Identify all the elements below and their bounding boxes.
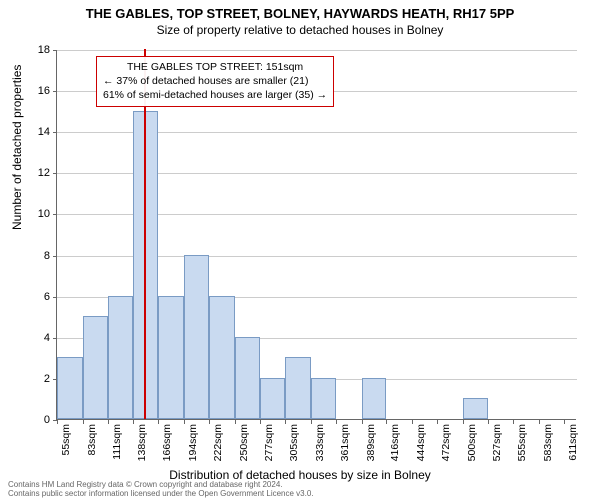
x-tick-label: 277sqm xyxy=(263,424,275,474)
x-tick-label: 500sqm xyxy=(466,424,478,474)
y-tick-label: 16 xyxy=(20,85,50,97)
y-tick-mark xyxy=(53,91,57,92)
histogram-bar xyxy=(235,337,260,419)
chart-subtitle: Size of property relative to detached ho… xyxy=(0,21,600,37)
x-tick-mark xyxy=(209,420,210,424)
histogram-bar xyxy=(57,357,83,419)
x-tick-mark xyxy=(83,420,84,424)
y-tick-label: 2 xyxy=(20,373,50,385)
x-tick-label: 527sqm xyxy=(491,424,503,474)
x-tick-label: 55sqm xyxy=(60,424,72,474)
x-tick-label: 416sqm xyxy=(389,424,401,474)
annotation-line-3: 61% of semi-detached houses are larger (… xyxy=(103,88,327,102)
histogram-bar xyxy=(209,296,235,419)
y-tick-mark xyxy=(53,50,57,51)
x-tick-label: 111sqm xyxy=(111,424,123,474)
x-tick-mark xyxy=(311,420,312,424)
x-tick-label: 250sqm xyxy=(238,424,250,474)
y-tick-mark xyxy=(53,256,57,257)
x-tick-mark xyxy=(184,420,185,424)
histogram-bar xyxy=(285,357,311,419)
x-tick-label: 138sqm xyxy=(136,424,148,474)
histogram-bar xyxy=(463,398,488,419)
x-tick-label: 389sqm xyxy=(365,424,377,474)
histogram-bar xyxy=(158,296,184,419)
y-tick-label: 12 xyxy=(20,167,50,179)
histogram-bar xyxy=(311,378,337,419)
histogram-bar xyxy=(260,378,286,419)
x-tick-label: 555sqm xyxy=(516,424,528,474)
x-tick-mark xyxy=(564,420,565,424)
y-tick-mark xyxy=(53,214,57,215)
x-tick-mark xyxy=(463,420,464,424)
x-tick-label: 361sqm xyxy=(339,424,351,474)
x-tick-mark xyxy=(513,420,514,424)
x-tick-label: 444sqm xyxy=(415,424,427,474)
y-tick-label: 6 xyxy=(20,291,50,303)
property-annotation: THE GABLES TOP STREET: 151sqm ← 37% of d… xyxy=(96,56,334,107)
y-tick-label: 0 xyxy=(20,414,50,426)
y-tick-label: 4 xyxy=(20,332,50,344)
x-tick-mark xyxy=(108,420,109,424)
x-tick-mark xyxy=(260,420,261,424)
footer-line-1: Contains HM Land Registry data © Crown c… xyxy=(8,480,314,489)
x-tick-mark xyxy=(133,420,134,424)
chart-area: 02468101214161855sqm83sqm111sqm138sqm166… xyxy=(56,50,576,420)
footer-line-2: Contains public sector information licen… xyxy=(8,489,314,498)
y-tick-label: 14 xyxy=(20,126,50,138)
footer-attribution: Contains HM Land Registry data © Crown c… xyxy=(8,480,314,498)
histogram-bar xyxy=(83,316,109,419)
x-tick-label: 333sqm xyxy=(314,424,326,474)
x-tick-label: 583sqm xyxy=(542,424,554,474)
x-tick-mark xyxy=(158,420,159,424)
x-tick-label: 472sqm xyxy=(440,424,452,474)
y-tick-label: 8 xyxy=(20,250,50,262)
y-tick-mark xyxy=(53,297,57,298)
x-tick-label: 222sqm xyxy=(212,424,224,474)
histogram-bar xyxy=(362,378,387,419)
x-tick-label: 166sqm xyxy=(161,424,173,474)
x-tick-label: 611sqm xyxy=(567,424,579,474)
histogram-bar xyxy=(184,255,210,419)
x-tick-mark xyxy=(336,420,337,424)
y-tick-label: 18 xyxy=(20,44,50,56)
x-tick-mark xyxy=(488,420,489,424)
annotation-line-2: ← 37% of detached houses are smaller (21… xyxy=(103,74,327,88)
y-tick-label: 10 xyxy=(20,208,50,220)
annotation-line-1: THE GABLES TOP STREET: 151sqm xyxy=(103,60,327,74)
x-tick-mark xyxy=(539,420,540,424)
chart-title: THE GABLES, TOP STREET, BOLNEY, HAYWARDS… xyxy=(0,0,600,21)
x-tick-mark xyxy=(386,420,387,424)
x-tick-label: 194sqm xyxy=(187,424,199,474)
gridline xyxy=(57,50,577,51)
x-tick-label: 83sqm xyxy=(86,424,98,474)
histogram-bar xyxy=(108,296,133,419)
x-tick-mark xyxy=(235,420,236,424)
y-tick-mark xyxy=(53,173,57,174)
y-tick-mark xyxy=(53,338,57,339)
y-tick-mark xyxy=(53,132,57,133)
x-tick-mark xyxy=(285,420,286,424)
x-tick-label: 305sqm xyxy=(288,424,300,474)
x-tick-mark xyxy=(437,420,438,424)
x-tick-mark xyxy=(362,420,363,424)
x-tick-mark xyxy=(412,420,413,424)
x-tick-mark xyxy=(57,420,58,424)
